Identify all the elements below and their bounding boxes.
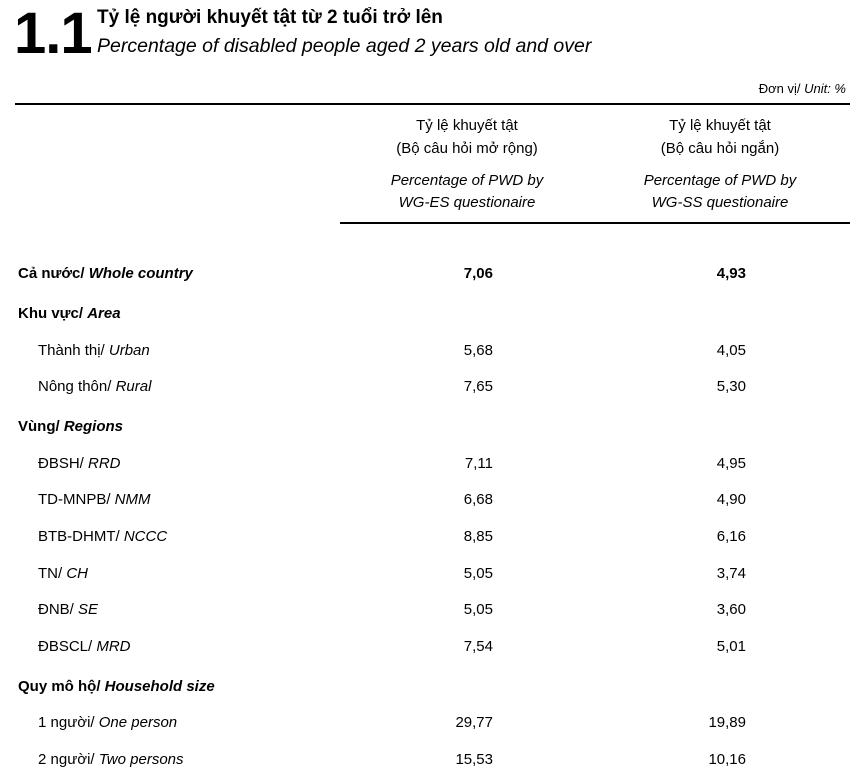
- cell-value: 4,05: [716, 341, 746, 359]
- label-en: CH: [66, 564, 89, 582]
- cell-value: 3,74: [716, 564, 746, 582]
- label-en: NCCC: [123, 528, 168, 545]
- label-en: Regions: [63, 418, 124, 436]
- cell-value: 7,11: [464, 454, 493, 472]
- label-vi: Thành thị/: [38, 341, 105, 359]
- unit: Đơn vị/ Unit: %: [759, 81, 846, 96]
- column-header: Percentage of PWD by: [643, 172, 797, 189]
- label-vi: ĐBSH/: [38, 454, 84, 472]
- cell-value: 5,30: [716, 378, 746, 396]
- title-vi: Tỷ lệ người khuyết tật từ 2 tuổi trở lên: [97, 7, 443, 28]
- column-header: (Bộ câu hỏi mở rộng): [396, 140, 538, 157]
- title-en: Percentage of disabled people aged 2 yea…: [97, 35, 592, 57]
- label-vi: Khu vực/: [18, 305, 84, 322]
- cell-value: 10,16: [708, 751, 746, 768]
- row-label: ĐNB/ SE: [38, 599, 98, 621]
- cell-value: 7,65: [463, 378, 493, 396]
- label-en: Rural: [115, 378, 152, 396]
- label-en: One person: [98, 714, 178, 732]
- label-vi: ĐBSCL/: [38, 637, 93, 655]
- column-header: Tỷ lệ khuyết tật: [669, 117, 771, 134]
- section-label: Khu vực/ Area: [18, 303, 121, 325]
- label-en: Area: [87, 305, 121, 322]
- cell-value: 15,53: [455, 751, 493, 768]
- cell-value: 4,95: [716, 454, 746, 472]
- label-vi: TN/: [38, 564, 63, 582]
- top-rule: [15, 103, 850, 105]
- label-vi: ĐNB/: [38, 601, 74, 619]
- cell-value: 29,77: [455, 714, 493, 732]
- cell-value: 5,01: [716, 637, 746, 655]
- label-vi: 1 người/: [38, 714, 95, 732]
- label-en: RRD: [88, 454, 121, 472]
- cell-value: 4,90: [716, 491, 746, 509]
- section-label: Vùng/ Regions: [18, 416, 123, 438]
- label-en: NMM: [114, 491, 151, 509]
- label-en: Whole country: [88, 265, 193, 282]
- column-header: WG-SS questionaire: [651, 194, 789, 211]
- column-header: WG-ES questionaire: [398, 194, 536, 211]
- cell-value: 5,68: [463, 341, 493, 359]
- label-en: Household size: [104, 677, 215, 695]
- label-vi: Cả nước/: [18, 265, 85, 282]
- unit-en: Unit: %: [804, 81, 846, 96]
- cell-value: 8,85: [463, 528, 493, 545]
- label-vi: Nông thôn/: [38, 378, 112, 396]
- unit-vi: Đơn vị/: [758, 81, 801, 96]
- label-vi: Quy mô hộ/: [18, 677, 101, 695]
- label-vi: BTB-DHMT/: [38, 528, 120, 545]
- label-vi: 2 người/: [38, 751, 95, 768]
- label-en: SE: [78, 601, 99, 619]
- cell-value: 4,93: [716, 265, 746, 282]
- column-header: (Bộ câu hỏi ngắn): [660, 140, 780, 157]
- row-label: TD-MNPB/ NMM: [38, 489, 151, 511]
- cell-value: 5,05: [463, 601, 493, 619]
- row-label: ĐBSH/ RRD: [38, 453, 121, 475]
- label-en: Two persons: [98, 751, 184, 768]
- row-label: 2 người/ Two persons: [38, 749, 184, 771]
- cell-value: 19,89: [708, 714, 746, 732]
- row-label: BTB-DHMT/ NCCC: [38, 526, 167, 548]
- cell-value: 7,54: [463, 637, 493, 655]
- label-en: MRD: [96, 637, 131, 655]
- row-label: Thành thị/ Urban: [38, 340, 150, 362]
- cell-value: 5,05: [463, 564, 493, 582]
- cell-value: 6,16: [716, 528, 746, 545]
- label-en: Urban: [108, 341, 150, 359]
- row-label: 1 người/ One person: [38, 712, 177, 734]
- cell-value: 6,68: [463, 491, 493, 509]
- section-label: Cả nước/ Whole country: [18, 263, 193, 285]
- cell-value: 7,06: [463, 265, 493, 282]
- row-label: ĐBSCL/ MRD: [38, 636, 131, 658]
- header-rule: [340, 222, 850, 224]
- table-number: 1.1: [14, 1, 93, 66]
- label-vi: Vùng/: [18, 418, 60, 436]
- row-label: TN/ CH: [38, 563, 88, 585]
- column-header: Tỷ lệ khuyết tật: [416, 117, 518, 134]
- column-header: Percentage of PWD by: [390, 172, 544, 189]
- cell-value: 3,60: [716, 601, 746, 619]
- label-vi: TD-MNPB/: [38, 491, 111, 509]
- row-label: Nông thôn/ Rural: [38, 376, 151, 398]
- section-label: Quy mô hộ/ Household size: [18, 676, 215, 698]
